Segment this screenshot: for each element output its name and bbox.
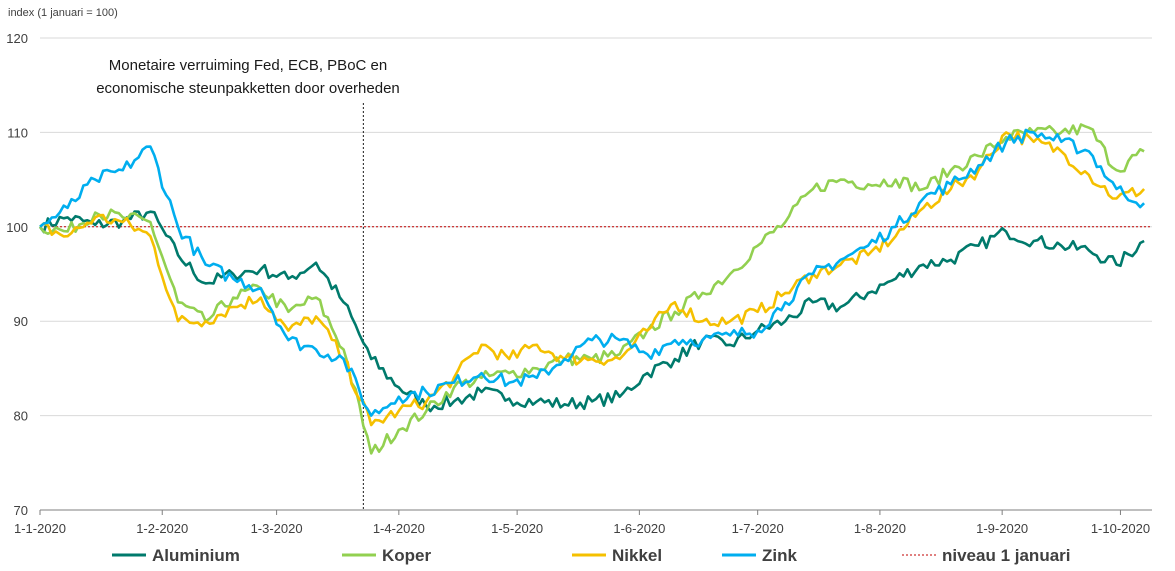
y-tick-label: 120	[6, 31, 28, 46]
y-tick-label: 80	[14, 409, 28, 424]
x-tick-label: 1-2-2020	[136, 521, 188, 536]
legend-label-reference: niveau 1 januari	[942, 546, 1071, 565]
series-line-aluminium	[38, 210, 1145, 413]
grid-lines	[40, 37, 1152, 511]
series-line-nikkel	[39, 130, 1146, 427]
x-tick-labels: 1-1-2020 1-2-2020 1-3-2020 1-4-2020 1-5-2020…	[14, 510, 1150, 536]
x-tick-label: 1-1-2020	[14, 521, 66, 536]
legend-label-koper: Koper	[382, 546, 432, 565]
y-tick-label: 110	[7, 125, 28, 140]
y-tick-label: 70	[14, 503, 28, 518]
y-tick-labels: 70 80 90 100 110 120	[6, 31, 28, 518]
series-lines	[38, 123, 1146, 455]
x-tick-label: 1-7-2020	[732, 521, 784, 536]
series-line-zink	[39, 128, 1146, 417]
x-tick-label: 1-6-2020	[613, 521, 665, 536]
annotation-line: Monetaire verruiming Fed, ECB, PBoC en	[109, 57, 387, 74]
y-axis-title: index (1 januari = 100)	[8, 7, 118, 19]
x-tick-label: 1-4-2020	[373, 521, 425, 536]
legend: Aluminium Koper Nikkel Zink niveau 1 januari	[112, 546, 1071, 565]
legend-label-zink: Zink	[762, 546, 797, 565]
y-tick-label: 100	[6, 220, 28, 235]
x-tick-label: 1-5-2020	[491, 521, 543, 536]
annotation-line: economische steunpakketten door overhede…	[96, 80, 400, 97]
y-tick-label: 90	[14, 314, 28, 329]
x-tick-label: 1-9-2020	[976, 521, 1028, 536]
x-tick-label: 1-3-2020	[251, 521, 303, 536]
series-line-koper	[38, 123, 1145, 455]
x-tick-label: 1-10-2020	[1091, 521, 1150, 536]
legend-label-nikkel: Nikkel	[612, 546, 662, 565]
annotation-text: Monetaire verruiming Fed, ECB, PBoC en ec…	[96, 57, 400, 97]
legend-label-aluminium: Aluminium	[152, 546, 240, 565]
x-tick-label: 1-8-2020	[854, 521, 906, 536]
